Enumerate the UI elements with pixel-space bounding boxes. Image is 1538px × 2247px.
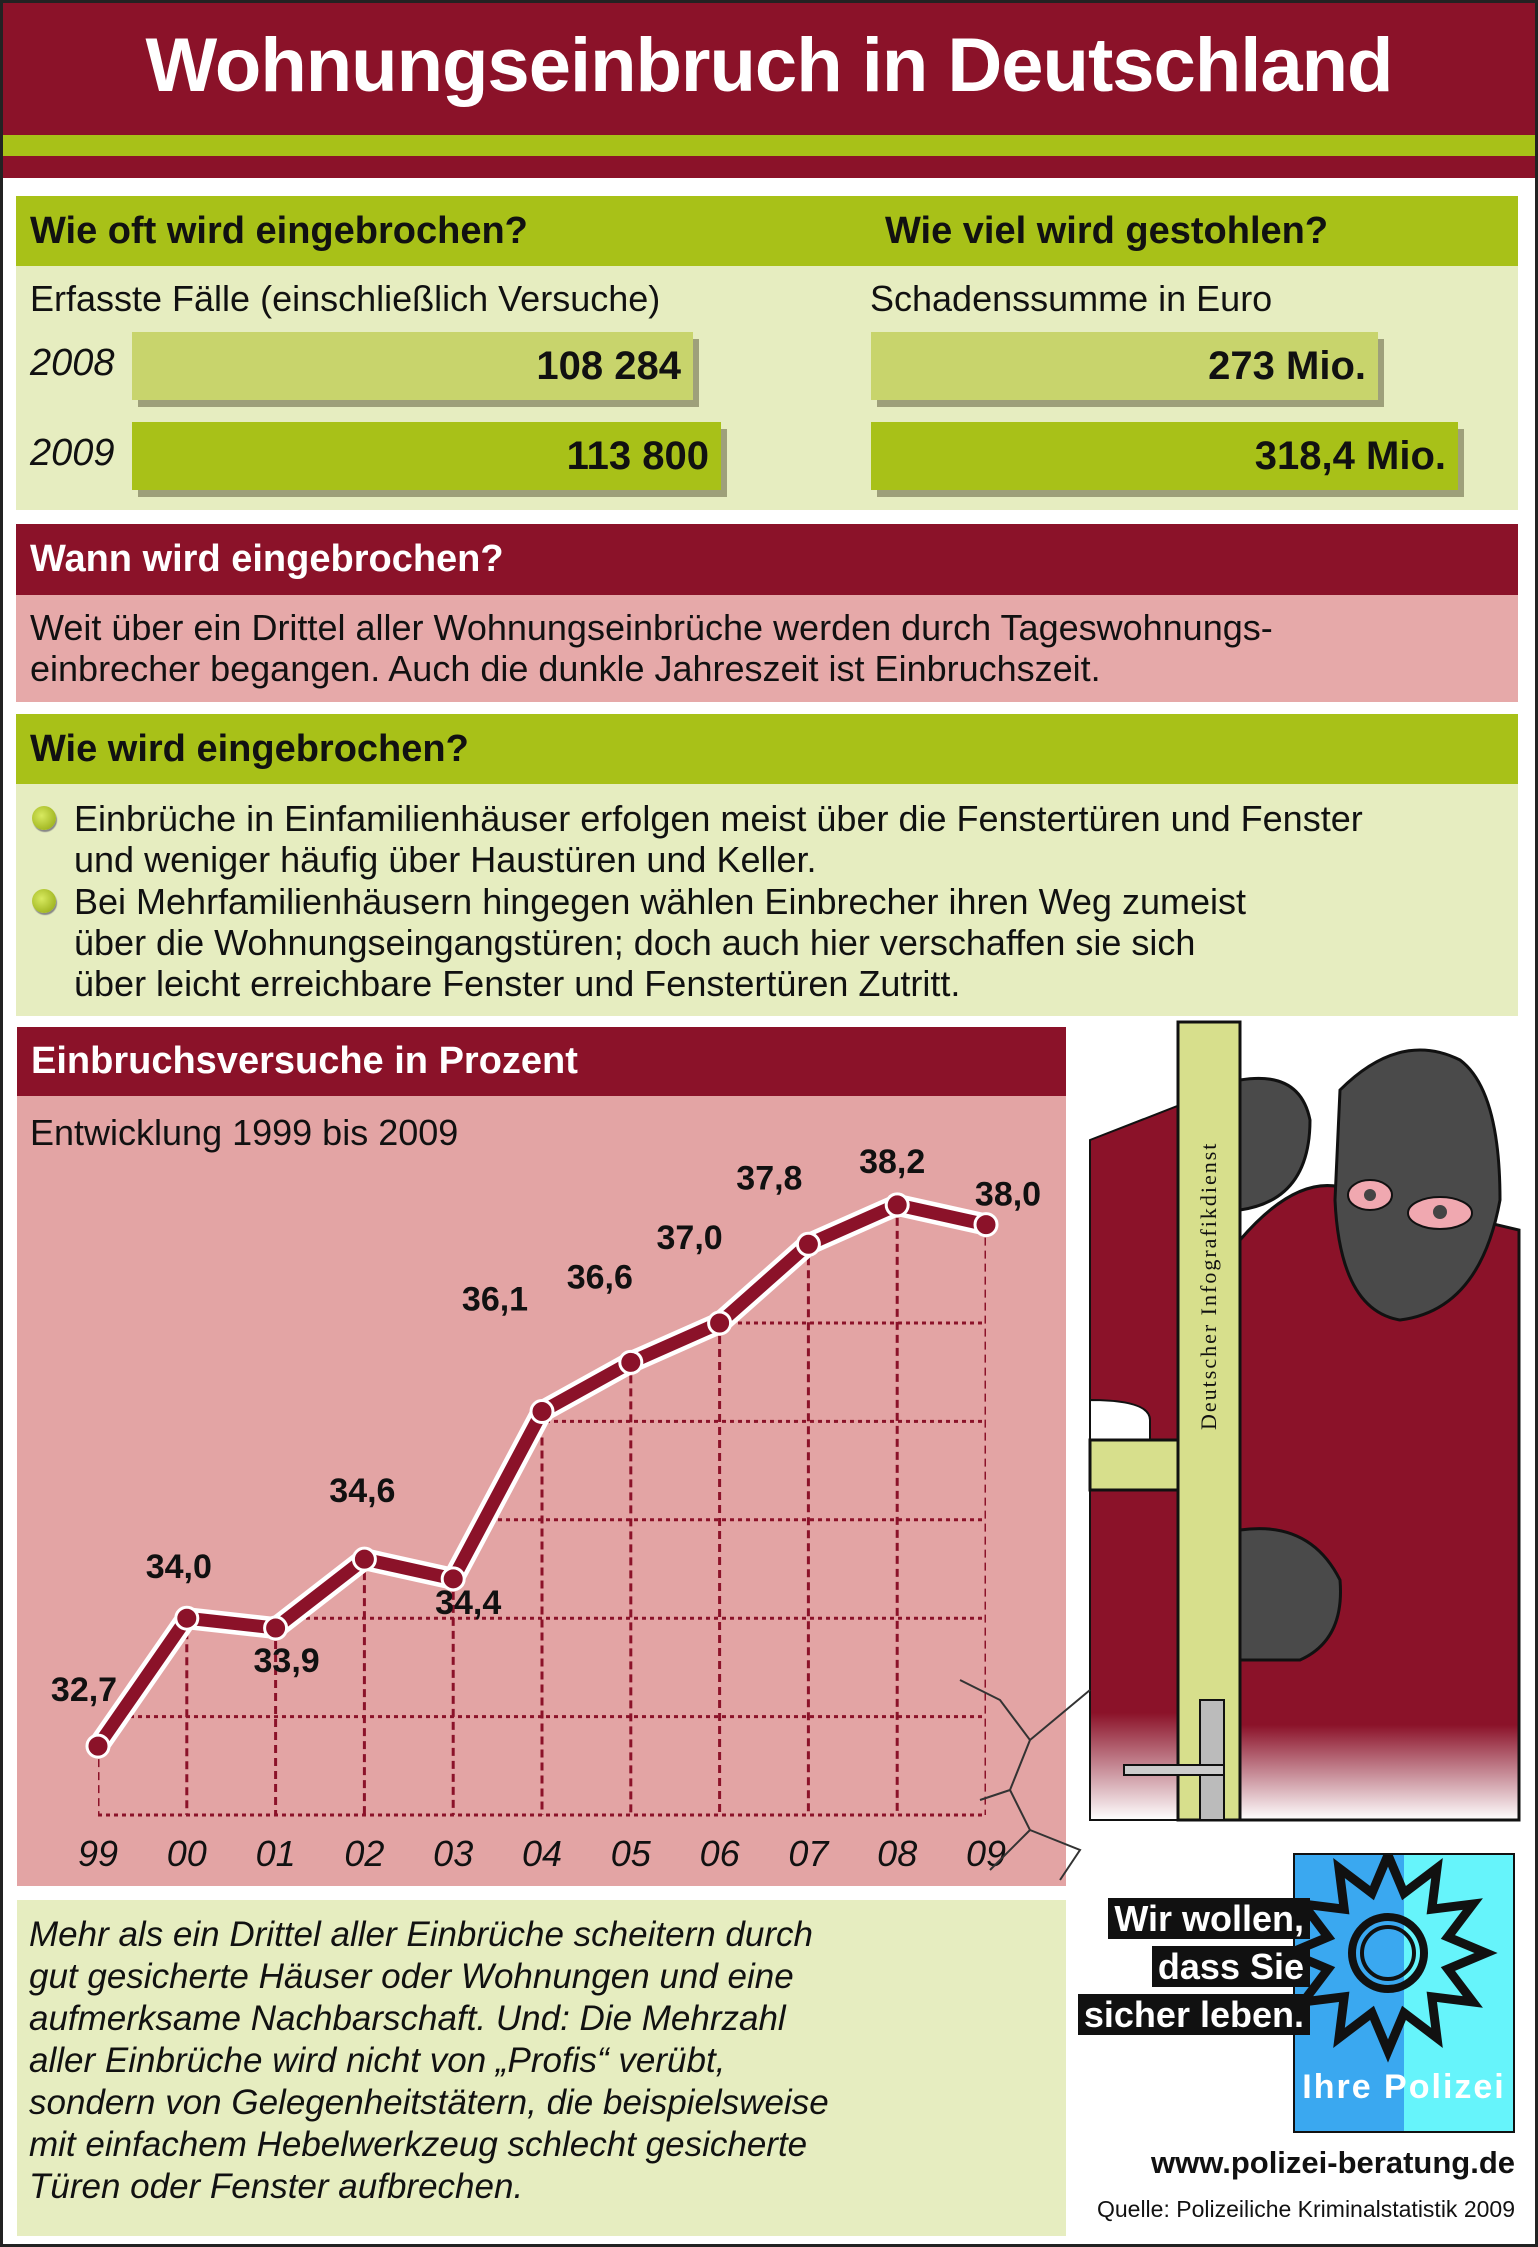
x-tick-label: 09 bbox=[966, 1833, 1006, 1874]
how-often-subtitle: Erfasste Fälle (einschließlich Versuche) bbox=[30, 278, 661, 319]
data-point bbox=[263, 1615, 289, 1641]
glove-upper-icon bbox=[1238, 1076, 1312, 1212]
data-label: 37,0 bbox=[657, 1219, 723, 1257]
conclusion-line: Türen oder Fenster aufbrechen. bbox=[29, 2167, 524, 2206]
data-point bbox=[85, 1733, 111, 1759]
slogan-line: sicher leben. bbox=[1077, 1994, 1310, 2035]
how-often-heading: Wie oft wird eingebrochen? bbox=[30, 209, 528, 252]
damage-bar-2009: 318,4 Mio. bbox=[871, 422, 1458, 490]
data-point bbox=[440, 1566, 466, 1592]
data-point bbox=[795, 1231, 821, 1257]
how-bullet-2-line-2: über die Wohnungseingangstüren; doch auc… bbox=[74, 922, 1196, 963]
window-sill bbox=[1088, 1438, 1182, 1492]
year-label-2008: 2008 bbox=[30, 342, 115, 384]
conclusion-line: sondern von Gelegenheitstätern, die beis… bbox=[29, 2083, 829, 2122]
conclusion-line: Mehr als ein Drittel aller Einbrüche sch… bbox=[29, 1915, 813, 1954]
conclusion-line: mit einfachem Hebelwerkzeug schlecht ges… bbox=[29, 2125, 808, 2164]
data-label: 32,7 bbox=[51, 1671, 117, 1709]
chart-subtitle: Entwicklung 1999 bis 2009 bbox=[30, 1112, 459, 1153]
glove-lower-icon bbox=[1238, 1527, 1342, 1662]
chart-title: Einbruchsversuche in Prozent bbox=[17, 1027, 1066, 1096]
how-bullet-1-line-1: Einbrüche in Einfamilienhäuser erfolgen … bbox=[74, 798, 1363, 839]
slogan-line: Wir wollen, bbox=[1108, 1898, 1310, 1939]
source-note: Quelle: Polizeiliche Kriminalstatistik 2… bbox=[1096, 2196, 1515, 2222]
data-point bbox=[618, 1349, 644, 1375]
page-title: Wohnungseinbruch in Deutschland bbox=[145, 23, 1394, 108]
data-label: 33,9 bbox=[254, 1642, 320, 1680]
conclusion-line: aufmerksame Nachbarschaft. Und: Die Mehr… bbox=[29, 1999, 786, 2038]
how-bullet-2-line-1: Bei Mehrfamilienhäusern hingegen wählen … bbox=[74, 881, 1246, 922]
x-tick-label: 06 bbox=[700, 1833, 741, 1874]
data-label: 38,2 bbox=[859, 1143, 925, 1181]
conclusion-line: aller Einbrüche wird nicht von „Profis“ … bbox=[29, 2041, 726, 2080]
watermark-text: Deutscher Infografikdienst bbox=[1196, 1142, 1221, 1430]
bullet-icon bbox=[32, 806, 56, 830]
x-tick-label: 04 bbox=[522, 1833, 562, 1874]
x-tick-label: 00 bbox=[167, 1833, 207, 1874]
data-point bbox=[351, 1546, 377, 1572]
data-point bbox=[707, 1310, 733, 1336]
conclusion-panel: Mehr als ein Drittel aller Einbrüche sch… bbox=[17, 1900, 1066, 2236]
x-tick-label: 01 bbox=[256, 1833, 296, 1874]
damage-bar-2008: 273 Mio. bbox=[871, 332, 1378, 400]
x-tick-label: 99 bbox=[78, 1833, 118, 1874]
how-much-subtitle: Schadenssumme in Euro bbox=[870, 278, 1273, 319]
how-panel: Einbrüche in Einfamilienhäuser erfolgen … bbox=[16, 784, 1518, 1016]
data-label: 34,4 bbox=[435, 1584, 501, 1622]
bullet-icon bbox=[32, 889, 56, 913]
how-bullet-1-line-2: und weniger häufig über Haustüren und Ke… bbox=[74, 839, 817, 880]
door-frame-icon bbox=[1176, 1020, 1242, 1822]
when-line-1: Weit über ein Drittel aller Wohnungseinb… bbox=[30, 607, 1273, 648]
police-brand: Ihre Polizei bbox=[1302, 2068, 1506, 2106]
data-label: 37,8 bbox=[736, 1159, 802, 1197]
stats-header: Wie oft wird eingebrochen? Wie viel wird… bbox=[16, 196, 1518, 266]
x-tick-label: 03 bbox=[433, 1833, 473, 1874]
header-stripe bbox=[0, 135, 1538, 156]
burglar-body bbox=[1238, 1184, 1521, 1822]
data-label: 38,0 bbox=[975, 1176, 1041, 1214]
data-label: 36,6 bbox=[567, 1258, 633, 1296]
x-tick-label: 05 bbox=[611, 1833, 652, 1874]
year-label-2009: 2009 bbox=[30, 432, 115, 474]
cases-bar-2008: 108 284 bbox=[132, 332, 693, 400]
how-bullet-2-line-3: über leicht erreichbare Fenster und Fens… bbox=[74, 963, 961, 1004]
x-tick-label: 07 bbox=[788, 1833, 830, 1874]
how-much-heading: Wie viel wird gestohlen? bbox=[885, 209, 1329, 252]
when-panel: Weit über ein Drittel aller Wohnungseinb… bbox=[16, 595, 1518, 702]
data-label: 36,1 bbox=[462, 1281, 528, 1319]
data-point bbox=[174, 1605, 200, 1631]
police-url-link[interactable]: www.polizei-beratung.de bbox=[1151, 2145, 1515, 2180]
data-label: 34,6 bbox=[329, 1472, 395, 1510]
when-heading: Wann wird eingebrochen? bbox=[16, 524, 1518, 595]
data-point bbox=[973, 1212, 999, 1238]
how-heading: Wie wird eingebrochen? bbox=[16, 714, 1518, 784]
cases-bar-2009: 113 800 bbox=[132, 422, 721, 490]
door-handle-icon bbox=[1199, 1699, 1225, 1821]
x-tick-label: 08 bbox=[877, 1833, 917, 1874]
conclusion-line: gut gesicherte Häuser oder Wohnungen und… bbox=[29, 1957, 794, 1996]
police-slogan: Wir wollen, dass Sie sicher leben. bbox=[1077, 1897, 1310, 2037]
when-line-2: einbrecher begangen. Auch die dunkle Jah… bbox=[30, 648, 1101, 689]
data-label: 34,0 bbox=[146, 1548, 212, 1586]
balaclava-icon bbox=[1333, 1048, 1502, 1322]
data-point bbox=[884, 1192, 910, 1218]
x-tick-label: 02 bbox=[344, 1833, 384, 1874]
crack-lines bbox=[959, 1679, 1091, 1881]
slogan-line: dass Sie bbox=[1151, 1946, 1310, 1987]
data-point bbox=[529, 1399, 555, 1425]
